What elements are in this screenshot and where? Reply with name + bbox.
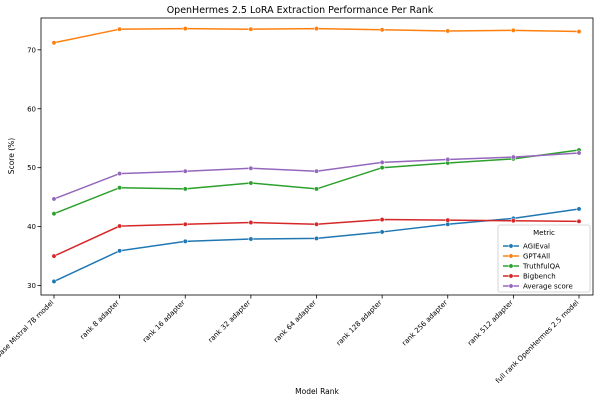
data-point [248,180,254,186]
data-point [510,154,516,160]
legend-title: Metric [533,229,555,237]
data-point [314,221,319,227]
data-point [445,156,451,162]
plot-frame [40,17,594,296]
chart-title: OpenHermes 2.5 LoRA Extraction Performan… [167,5,434,16]
data-point [576,29,582,35]
legend-label: GPT4All [523,253,550,261]
data-point [117,26,123,32]
data-point [379,159,385,165]
legend: Metric AGIEvalGPT4AllTruthfulQABigbenchA… [497,224,591,293]
series-layer [51,26,582,284]
legend-label: AGIEval [523,243,550,251]
data-point [51,211,57,217]
legend-entries: AGIEval GPT4All TruthfulQA Bigbench Average … [503,243,573,291]
data-point [117,248,123,254]
data-point [248,165,254,171]
data-point [576,206,582,212]
data-point [445,28,451,34]
legend-swatch-marker [508,243,514,249]
y-tick-label: 50 [27,164,36,172]
data-point [379,165,385,171]
data-point [117,171,123,177]
data-point [248,26,254,32]
legend-entry: AGIEval [503,243,550,251]
data-point [182,186,188,192]
legend-entry: Average score [503,283,573,291]
data-point [51,253,57,259]
data-point [379,217,385,223]
plot-area [40,17,594,296]
legend-label: Bigbench [523,273,556,281]
data-point [182,221,188,227]
data-point [182,238,188,244]
legend-swatch-marker [508,263,514,269]
data-point [51,278,57,284]
legend-entry: TruthfulQA [503,263,560,271]
data-point [182,168,188,174]
series-average-score [51,150,582,202]
y-tick-label: 30 [27,282,36,290]
data-point [445,217,451,223]
data-point [314,168,319,174]
legend-swatch-marker [508,273,514,279]
data-point [314,235,319,241]
data-point [379,27,385,33]
data-point [51,40,57,46]
data-point [510,27,516,33]
data-point [314,26,319,32]
legend-label: TruthfulQA [522,263,560,271]
data-point [445,221,451,227]
data-point [576,150,582,156]
legend-swatch-marker [508,253,514,259]
data-point [510,218,516,224]
y-tick-label: 40 [27,223,36,231]
y-tick-label: 60 [27,105,36,113]
data-point [117,185,123,191]
data-point [182,26,188,32]
legend-box [497,224,591,293]
data-point [314,186,319,192]
legend-swatch-marker [508,283,514,289]
x-axis-label: Model Rank [295,387,339,396]
data-point [248,236,254,242]
y-tick-label: 70 [27,46,36,54]
legend-label: Average score [523,283,573,291]
legend-entry: Bigbench [503,273,556,281]
series-bigbench [51,217,582,259]
data-point [117,223,123,229]
data-point [51,196,57,202]
y-axis-ticks: 30 40 50 60 70 [27,46,41,290]
data-point [248,220,254,225]
y-axis-label: Score (%) [7,138,16,174]
data-point [379,229,385,235]
series-gpt4all [51,26,582,46]
data-point [576,218,582,224]
legend-entry: GPT4All [503,253,550,261]
